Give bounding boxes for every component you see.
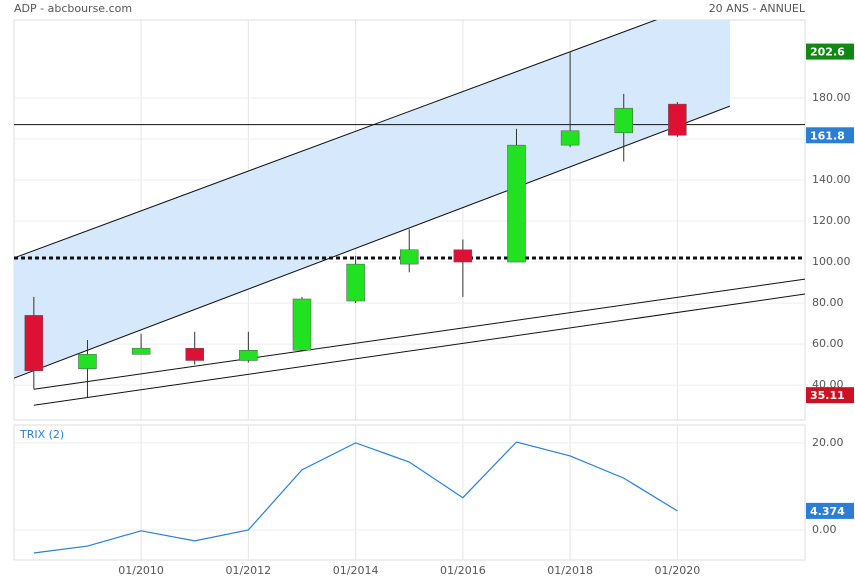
candle-body bbox=[614, 107, 633, 134]
candle-body bbox=[78, 354, 97, 369]
candle-body bbox=[131, 347, 151, 355]
chart-title: ADP - abcbourse.com bbox=[14, 2, 132, 15]
candle-body bbox=[560, 130, 580, 146]
price-label-box bbox=[806, 127, 854, 144]
channel-upper bbox=[14, 20, 658, 259]
candle-body bbox=[507, 144, 526, 263]
channel-fill bbox=[14, 20, 730, 379]
x-tick-label: 01/2014 bbox=[333, 564, 379, 577]
trend-line bbox=[33, 278, 805, 390]
y-tick-label: 20.00 bbox=[812, 436, 844, 449]
trix-line bbox=[33, 441, 678, 554]
y-tick-label: 120.00 bbox=[812, 214, 851, 227]
price-label: 35.11 bbox=[810, 389, 845, 402]
trend-line bbox=[33, 293, 805, 406]
x-tick-label: 01/2016 bbox=[440, 564, 486, 577]
x-tick-label: 01/2018 bbox=[547, 564, 593, 577]
price-label-box bbox=[806, 43, 854, 60]
candle-body bbox=[292, 298, 312, 351]
y-tick-label: 0.00 bbox=[812, 523, 837, 536]
price-label: 4.374 bbox=[810, 505, 845, 518]
candle-body bbox=[399, 249, 419, 265]
main-plot-frame bbox=[13, 19, 806, 421]
x-tick-label: 01/2010 bbox=[118, 564, 164, 577]
y-tick-label: 140.00 bbox=[812, 173, 851, 186]
panel-title: TRIX (2) bbox=[19, 428, 64, 441]
candle-body bbox=[239, 350, 258, 361]
x-tick-label: 01/2012 bbox=[225, 564, 271, 577]
price-label: 202.6 bbox=[810, 46, 845, 59]
y-tick-label: 100.00 bbox=[812, 255, 851, 268]
channel-lower bbox=[14, 105, 731, 379]
price-label: 161.8 bbox=[810, 129, 845, 142]
candle-body bbox=[24, 315, 44, 372]
candle-body bbox=[185, 347, 204, 361]
candle-body bbox=[346, 263, 365, 302]
price-label-box bbox=[806, 502, 854, 519]
y-tick-label: 60.00 bbox=[812, 337, 844, 350]
y-tick-label: 80.00 bbox=[812, 296, 844, 309]
y-tick-label: 180.00 bbox=[812, 91, 851, 104]
candle-body bbox=[668, 103, 687, 136]
clipped-layer bbox=[14, 20, 805, 406]
candle-body bbox=[453, 249, 473, 263]
chart-subtitle: 20 ANS - ANNUEL bbox=[709, 2, 806, 15]
price-label-box bbox=[806, 387, 854, 404]
trix-plot-frame bbox=[13, 424, 806, 561]
x-tick-label: 01/2020 bbox=[655, 564, 701, 577]
